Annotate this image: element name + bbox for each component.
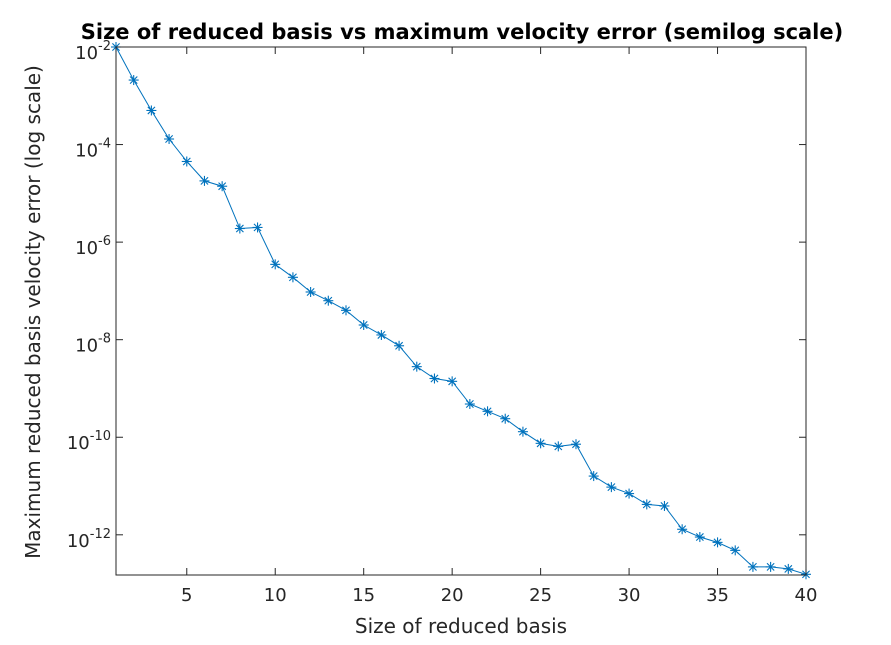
x-tick-label: 15 xyxy=(352,585,375,606)
y-tick-label: 10-8 xyxy=(75,332,111,357)
data-point-marker xyxy=(553,441,564,452)
data-point-marker xyxy=(730,545,741,556)
data-point-marker xyxy=(624,488,635,499)
data-point-marker xyxy=(517,426,528,437)
data-point-marker xyxy=(482,406,493,417)
data-point-marker xyxy=(128,75,139,86)
y-tick-base: 10 xyxy=(75,336,98,357)
data-point-marker xyxy=(712,537,723,548)
data-point-marker xyxy=(606,482,617,493)
y-tick-exponent: -12 xyxy=(90,527,111,542)
chart-title: Size of reduced basis vs maximum velocit… xyxy=(81,20,843,44)
data-point-marker xyxy=(571,439,581,450)
data-point-marker xyxy=(641,499,652,510)
tick-labels: 5 10 15 20 25 30 35 4010-210-410-610-810-1010-1… xyxy=(67,39,818,606)
data-point-marker xyxy=(411,361,422,372)
y-tick-base: 10 xyxy=(75,141,98,162)
y-tick-label: 10-6 xyxy=(75,234,111,259)
data-point-marker xyxy=(394,340,405,351)
y-tick-exponent: -10 xyxy=(90,429,111,444)
data-point-marker xyxy=(146,105,157,116)
data-point-marker xyxy=(234,223,245,234)
data-point-marker xyxy=(464,399,475,410)
data-point-marker xyxy=(677,524,688,535)
data-point-marker xyxy=(535,438,546,449)
y-tick-base: 10 xyxy=(75,43,98,64)
x-axis-label: Size of reduced basis xyxy=(355,614,567,638)
data-point-marker xyxy=(270,259,281,270)
data-point-marker xyxy=(305,286,316,297)
x-tick-label: 25 xyxy=(529,585,552,606)
x-tick-label: 5 xyxy=(181,585,192,606)
y-tick-exponent: -8 xyxy=(98,332,111,347)
plot-area xyxy=(116,47,806,575)
x-tick-label: 10 xyxy=(264,585,287,606)
data-point-marker xyxy=(217,181,228,192)
data-point-marker xyxy=(199,175,210,186)
y-tick-label: 10-2 xyxy=(75,39,111,64)
data-point-marker xyxy=(500,413,511,424)
data-point-marker xyxy=(341,305,351,316)
data-point-marker xyxy=(323,295,334,306)
y-tick-base: 10 xyxy=(67,531,90,552)
plot-frame xyxy=(115,46,807,576)
data-point-marker xyxy=(694,532,705,543)
data-point-marker xyxy=(252,222,263,233)
y-axis-label: Maximum reduced basis velocity error (lo… xyxy=(21,65,45,559)
data-point-marker xyxy=(287,272,298,283)
x-tick-label: 35 xyxy=(706,585,729,606)
y-tick-label: 10-12 xyxy=(67,527,111,552)
data-point-marker xyxy=(747,561,758,572)
data-point-marker xyxy=(447,376,458,387)
series-line xyxy=(115,46,807,575)
y-tick-base: 10 xyxy=(75,238,98,259)
x-tick-label: 20 xyxy=(441,585,464,606)
data-point-marker xyxy=(588,471,599,482)
y-tick-exponent: -2 xyxy=(98,39,111,54)
y-tick-exponent: -4 xyxy=(98,137,111,152)
data-point-marker xyxy=(783,563,794,574)
y-tick-label: 10-10 xyxy=(67,429,111,454)
data-point-marker xyxy=(429,373,440,384)
data-point-marker xyxy=(164,134,175,145)
y-tick-base: 10 xyxy=(67,433,90,454)
x-tick-label: 40 xyxy=(795,585,818,606)
data-point-marker xyxy=(376,329,387,340)
y-tick-label: 10-4 xyxy=(75,137,111,162)
data-point-marker xyxy=(659,500,670,511)
data-point-marker xyxy=(358,320,369,331)
y-tick-exponent: -6 xyxy=(98,234,111,249)
series-layer xyxy=(111,42,811,580)
x-tick-label: 30 xyxy=(618,585,641,606)
data-point-marker xyxy=(765,561,776,572)
data-point-marker xyxy=(181,156,192,167)
